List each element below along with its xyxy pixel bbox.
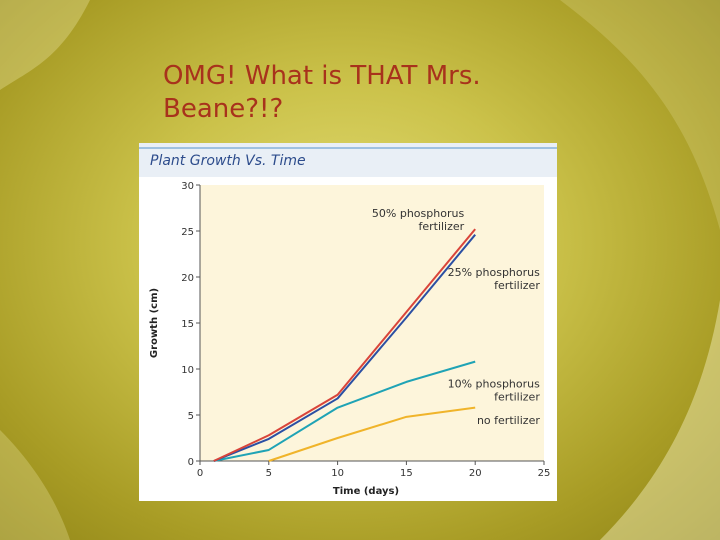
series-line [213, 228, 476, 462]
x-axis-label: Time (days) [333, 486, 399, 497]
x-tick-label: 5 [266, 468, 272, 479]
slide-title-line-2: Beane?!? [163, 94, 284, 124]
series-line [213, 234, 476, 462]
x-tick-label: 15 [400, 468, 413, 479]
y-tick-label: 25 [181, 227, 194, 238]
x-tick-label: 20 [469, 468, 482, 479]
swirl-top-left [0, 0, 90, 90]
series-line [213, 360, 476, 462]
series-annotation: 10% phosphorus [448, 377, 541, 390]
y-tick-label: 0 [188, 457, 194, 468]
chart-title: Plant Growth Vs. Time [150, 153, 306, 169]
line-chart: Plant Growth Vs. Time 0 5 10 15 20 25 0 5 10 15 20… [139, 143, 557, 497]
y-tick-label: 30 [181, 181, 194, 192]
chart-card: Plant Growth Vs. Time 0 5 10 15 20 25 0 5 10 15 20… [139, 143, 557, 501]
series-annotation: no fertilizer [477, 414, 540, 427]
series-line [268, 406, 476, 462]
y-axis-label: Growth (cm) [149, 288, 160, 358]
swirl-top-right [560, 0, 720, 230]
slide-title: OMG! What is THAT Mrs. Beane?!? [163, 60, 583, 126]
series-annotation: 25% phosphorus [448, 266, 541, 279]
plot-area [200, 185, 544, 461]
y-tick-label: 5 [188, 411, 194, 422]
x-tick-label: 25 [538, 468, 551, 479]
x-tick-label: 10 [331, 468, 344, 479]
series-annotation: 50% phosphorus [372, 207, 465, 220]
chart-header-rule [139, 147, 557, 149]
y-tick-label: 10 [181, 365, 194, 376]
swirl-bottom-right [600, 300, 720, 540]
x-tick-label: 0 [197, 468, 203, 479]
y-tick-label: 20 [181, 273, 194, 284]
series-annotation: fertilizer [494, 390, 540, 403]
y-tick-label: 15 [181, 319, 194, 330]
slide-title-line-1: OMG! What is THAT Mrs. [163, 61, 481, 91]
swirl-bottom-left [0, 430, 70, 540]
series-annotation: fertilizer [494, 279, 540, 292]
series-annotation: fertilizer [418, 220, 464, 233]
